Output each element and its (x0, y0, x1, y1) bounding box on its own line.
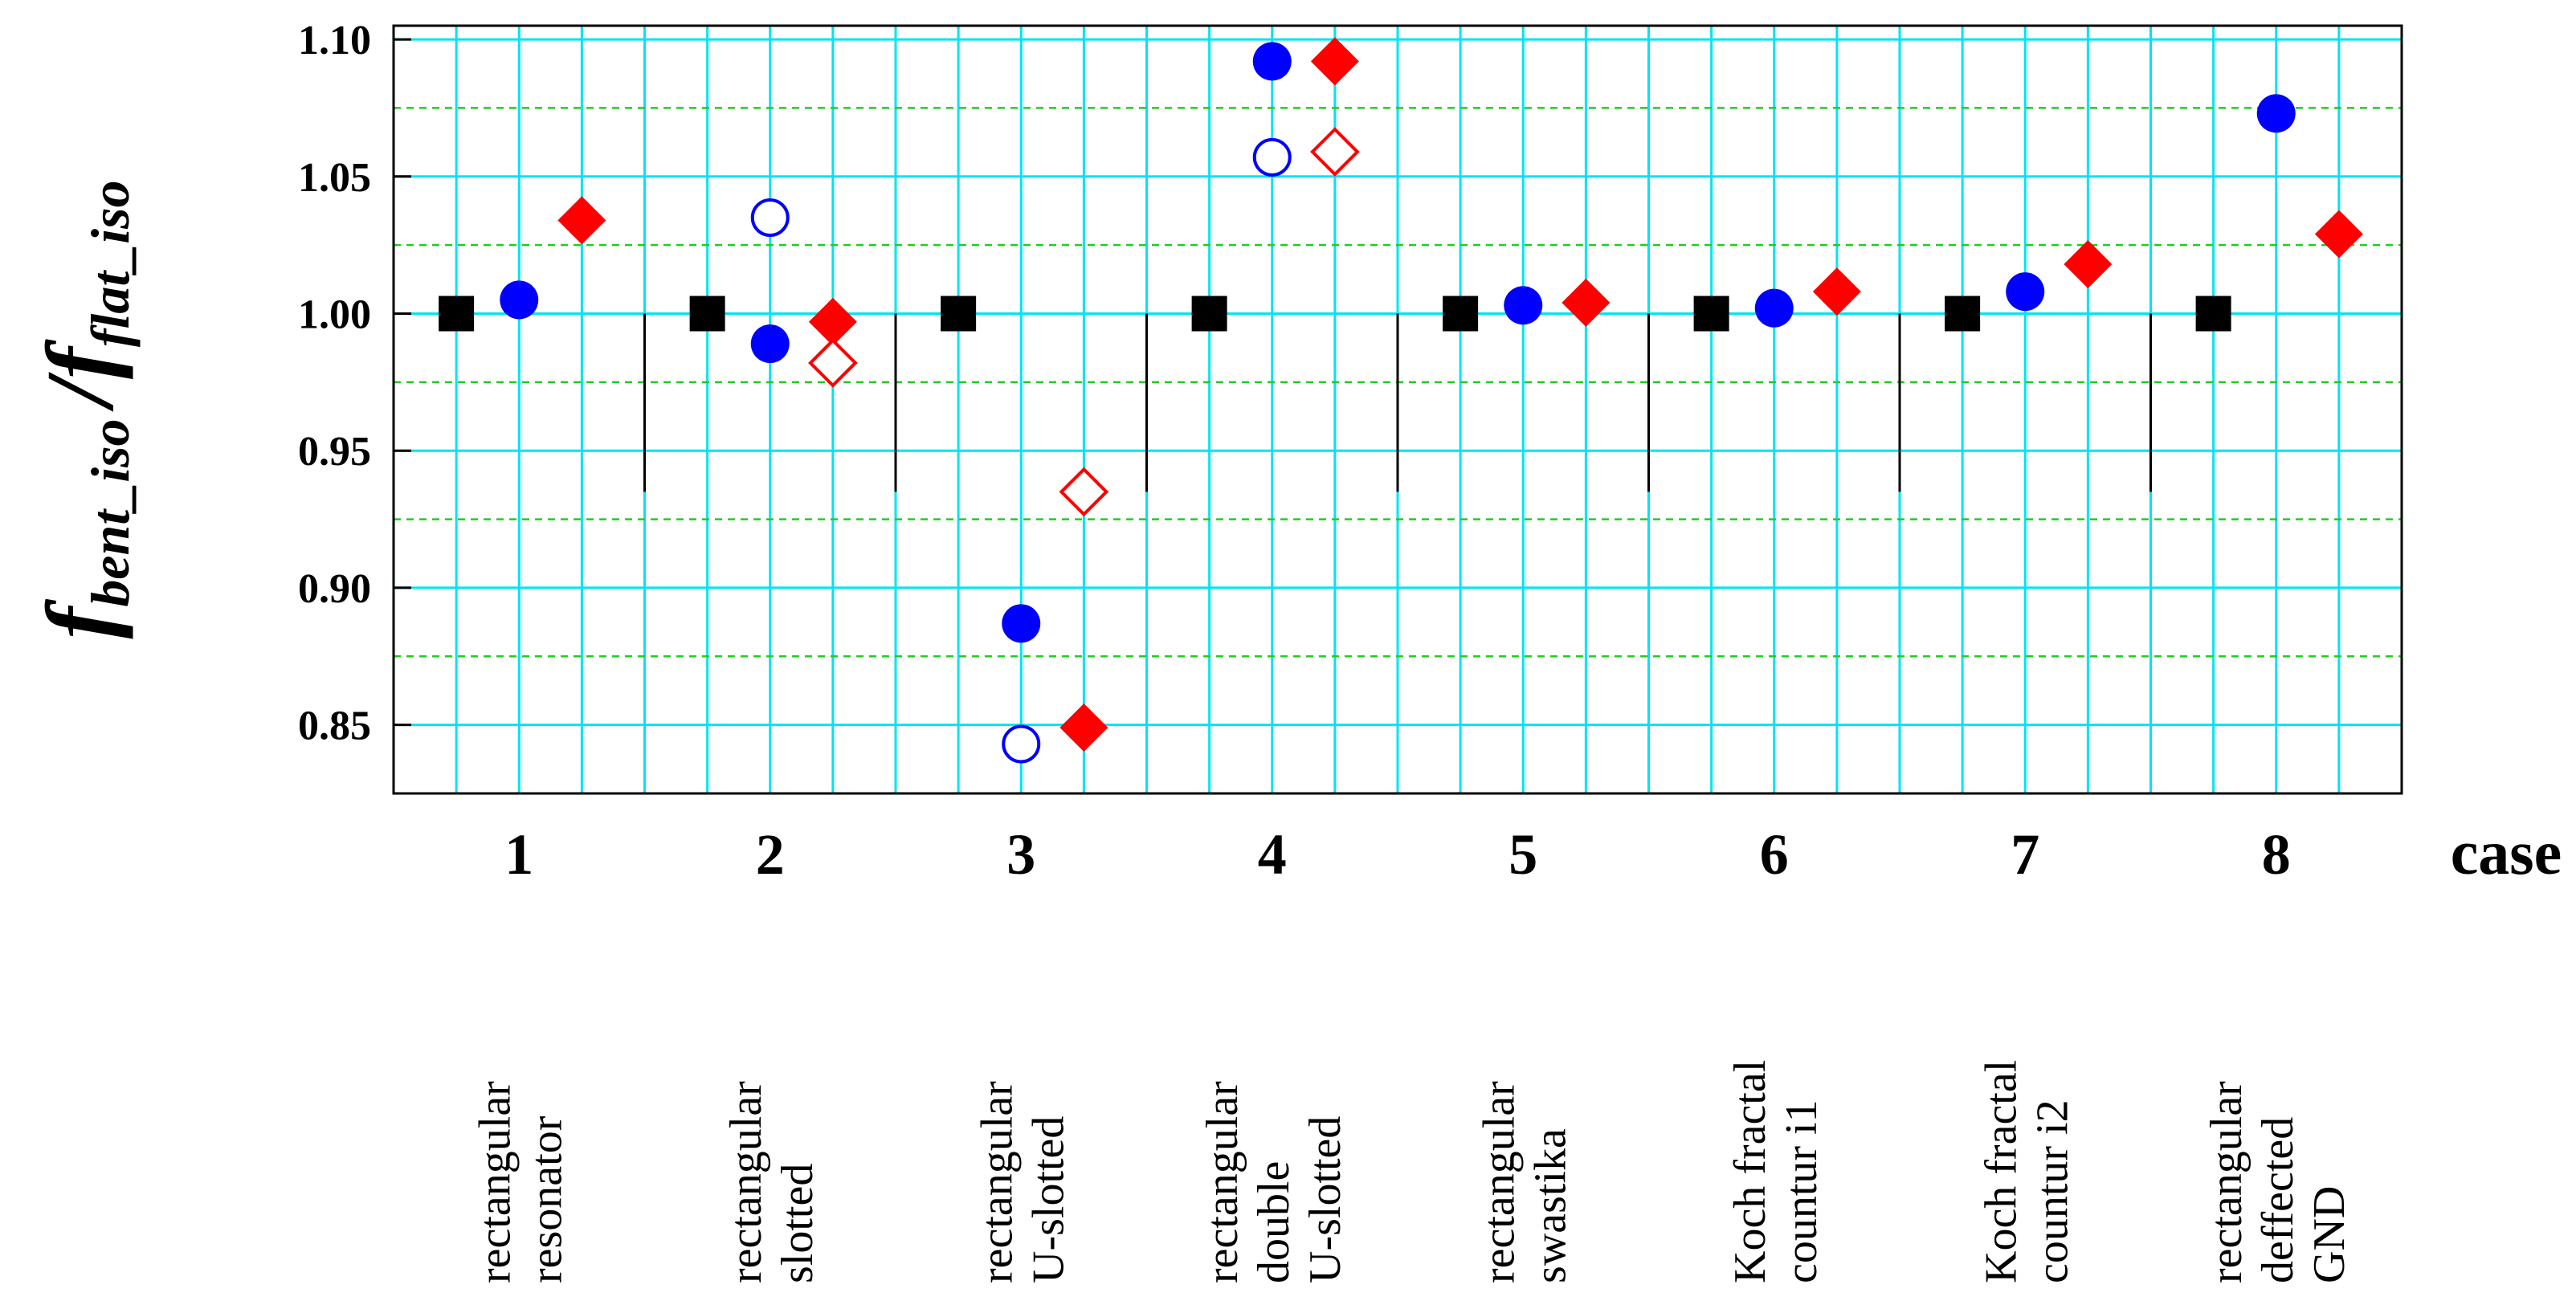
marker-circle-filled (1754, 288, 1794, 328)
y-tick-label: 1.10 (298, 18, 371, 63)
case-description-line: deffected (2253, 1117, 2303, 1283)
y-label-sub1: bent_iso (80, 418, 141, 606)
case-description-line: U-slotted (1023, 1116, 1073, 1283)
x-axis-label: case (2451, 818, 2562, 887)
marker-diamond-open (1310, 127, 1360, 177)
case-description-line: rectangular (2202, 1081, 2251, 1283)
marker-diamond-open (1059, 467, 1109, 517)
plot-frame (392, 24, 2403, 795)
case-description-line: slotted (773, 1164, 823, 1283)
marker-square (1443, 296, 1479, 332)
marker-circle-filled (500, 280, 539, 320)
case-description-line: countur i2 (2027, 1099, 2077, 1283)
case-description-line: rectangular (721, 1081, 771, 1283)
marker-square (2195, 296, 2231, 332)
marker-diamond-filled (1059, 703, 1108, 752)
y-label-sub2: flat_iso (80, 180, 141, 347)
marker-square (1191, 296, 1227, 332)
marker-diamond-filled (2064, 240, 2113, 289)
marker-square (1693, 296, 1729, 332)
marker-square (941, 296, 977, 332)
marker-circle-open (750, 198, 790, 237)
case-description-line: rectangular (1474, 1081, 1524, 1283)
grid (394, 26, 2402, 793)
case-description-line: Koch fractal (1976, 1060, 2026, 1283)
case-description-line: resonator (521, 1115, 571, 1283)
x-case-labels: 1 2 3 4 5 6 7 8 (504, 822, 2291, 887)
case-number-label: 4 (1258, 822, 1287, 887)
case-description-line: double (1249, 1161, 1299, 1283)
marker-diamond-filled (557, 196, 606, 245)
marker-diamond-filled (1562, 278, 1611, 327)
marker-square (1945, 296, 1981, 332)
marker-circle-filled (2006, 272, 2045, 312)
case-description-line: GND (2305, 1186, 2354, 1283)
marker-circle-filled (1002, 604, 1041, 643)
marker-diamond-filled (1812, 267, 1861, 316)
case-descriptions: rectangular resonator rectangular slotted re… (470, 1060, 2354, 1283)
y-axis-label: fbent_iso/fflat_iso (27, 180, 141, 638)
case-number-label: 7 (2011, 822, 2039, 887)
case-number-label: 5 (1508, 822, 1537, 887)
marker-circle-filled (2256, 94, 2296, 133)
case-number-label: 8 (2262, 822, 2291, 887)
y-tick-label: 1.00 (298, 292, 371, 338)
y-tick-label: 1.05 (298, 155, 371, 201)
case-description-line: U-slotted (1300, 1116, 1350, 1283)
case-number-label: 6 (1760, 822, 1789, 887)
case-description-line: swastika (1525, 1128, 1575, 1283)
marker-square (689, 296, 725, 332)
y-tick-labels: 1.10 1.05 1.00 0.95 0.90 0.85 (298, 18, 411, 749)
case-number-label: 3 (1006, 822, 1035, 887)
data-markers (439, 37, 2363, 764)
case-separators (643, 313, 2152, 492)
case-description-line: countur i1 (1777, 1099, 1827, 1283)
y-tick-label: 0.90 (298, 566, 371, 612)
marker-diamond-filled (1310, 37, 1359, 86)
marker-diamond-filled (808, 297, 857, 346)
marker-circle-filled (1252, 42, 1292, 81)
case-description-line: Koch fractal (1725, 1060, 1775, 1283)
case-number-label: 2 (756, 822, 785, 887)
marker-diamond-open (808, 338, 858, 388)
marker-circle-open (1002, 724, 1041, 764)
y-tick-label: 0.95 (298, 429, 371, 475)
case-description-line: rectangular (470, 1081, 520, 1283)
marker-diamond-filled (2314, 210, 2363, 259)
case-number-label: 1 (504, 822, 533, 887)
marker-circle-open (1252, 137, 1292, 177)
y-tick-label: 0.85 (298, 703, 371, 749)
marker-circle-filled (1504, 286, 1543, 325)
case-description-line: rectangular (1198, 1081, 1247, 1283)
marker-circle-filled (750, 324, 790, 364)
case-description-line: rectangular (972, 1081, 1022, 1283)
marker-square (439, 296, 475, 332)
